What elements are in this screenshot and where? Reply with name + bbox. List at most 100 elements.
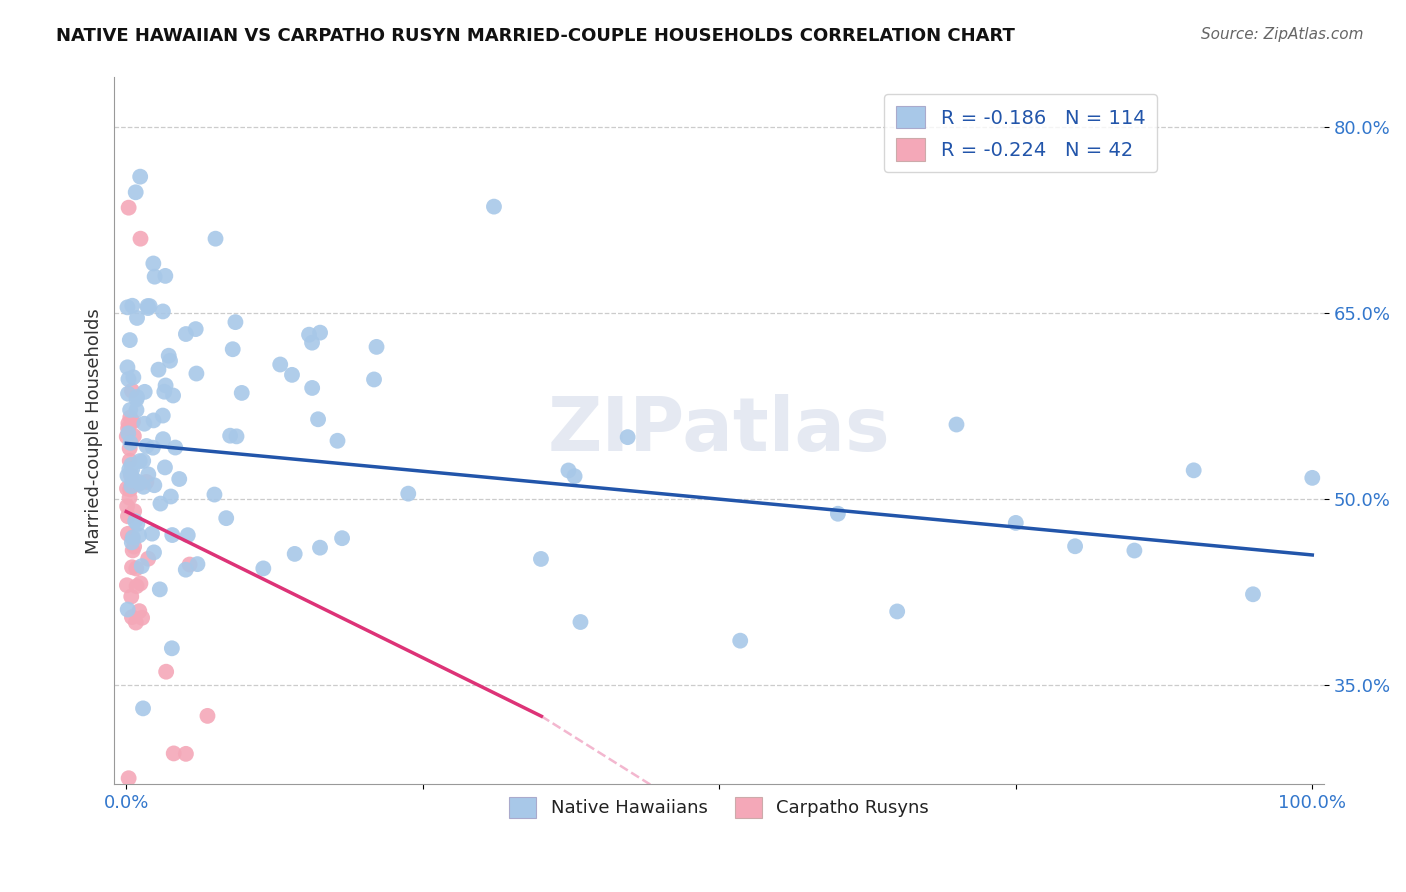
Point [231, 385, 253, 400]
Point [148, 362, 170, 376]
Point [179, 558, 201, 572]
Point [153, 460, 176, 475]
Point [128, 454, 150, 468]
Point [117, 201, 139, 215]
Point [121, 535, 143, 549]
Point [143, 269, 166, 284]
Point [128, 604, 150, 618]
Point [121, 560, 143, 574]
Y-axis label: Married-couple Households: Married-couple Households [86, 308, 103, 554]
Point [117, 417, 139, 431]
Point [134, 384, 156, 399]
Point [307, 412, 329, 426]
Point [162, 388, 184, 402]
Point [125, 579, 148, 593]
Point [127, 516, 149, 531]
Point [117, 509, 139, 524]
Point [1004, 516, 1026, 530]
Point [186, 557, 208, 571]
Point [155, 378, 177, 392]
Point [309, 326, 332, 340]
Point [564, 469, 586, 483]
Point [157, 349, 180, 363]
Point [118, 462, 141, 476]
Point [127, 477, 149, 491]
Point [142, 441, 165, 455]
Point [215, 511, 238, 525]
Point [115, 429, 138, 443]
Text: Source: ZipAtlas.com: Source: ZipAtlas.com [1201, 27, 1364, 42]
Point [115, 500, 138, 514]
Point [152, 409, 174, 423]
Point [120, 590, 142, 604]
Point [120, 466, 142, 480]
Point [122, 540, 145, 554]
Point [115, 578, 138, 592]
Point [129, 169, 152, 184]
Text: ZIPatlas: ZIPatlas [548, 394, 890, 467]
Point [117, 301, 139, 315]
Point [159, 353, 181, 368]
Point [141, 526, 163, 541]
Point [281, 368, 304, 382]
Point [122, 504, 145, 518]
Point [616, 430, 638, 444]
Point [132, 701, 155, 715]
Point [117, 602, 139, 616]
Point [167, 472, 190, 486]
Point [186, 367, 208, 381]
Point [121, 531, 143, 545]
Point [124, 474, 146, 488]
Point [152, 432, 174, 446]
Point [124, 514, 146, 528]
Point [143, 478, 166, 492]
Point [155, 665, 177, 679]
Point [131, 611, 153, 625]
Point [530, 552, 553, 566]
Point [121, 474, 143, 488]
Point [945, 417, 967, 432]
Point [136, 301, 159, 315]
Point [128, 528, 150, 542]
Point [569, 615, 592, 629]
Point [330, 531, 353, 545]
Point [121, 543, 143, 558]
Point [117, 386, 139, 401]
Point [128, 476, 150, 491]
Point [118, 442, 141, 456]
Point [557, 463, 579, 477]
Point [269, 358, 291, 372]
Point [117, 468, 139, 483]
Point [197, 709, 219, 723]
Point [117, 526, 139, 541]
Point [252, 561, 274, 575]
Point [134, 417, 156, 431]
Point [120, 410, 142, 425]
Point [122, 429, 145, 443]
Point [298, 327, 321, 342]
Point [301, 335, 323, 350]
Point [482, 200, 505, 214]
Point [301, 381, 323, 395]
Point [125, 561, 148, 575]
Point [827, 507, 849, 521]
Point [125, 310, 148, 325]
Point [165, 441, 187, 455]
Point [129, 576, 152, 591]
Point [363, 372, 385, 386]
Point [143, 545, 166, 559]
Point [121, 414, 143, 428]
Point [120, 483, 142, 497]
Point [366, 340, 388, 354]
Point [120, 435, 142, 450]
Point [121, 299, 143, 313]
Point [131, 559, 153, 574]
Point [1301, 471, 1323, 485]
Point [162, 528, 184, 542]
Point [121, 384, 143, 398]
Point [309, 541, 332, 555]
Point [225, 429, 247, 443]
Point [135, 439, 157, 453]
Point [174, 747, 197, 761]
Point [125, 186, 148, 200]
